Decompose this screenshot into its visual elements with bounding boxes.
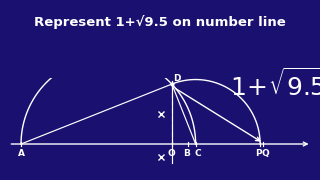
Text: A: A bbox=[18, 149, 25, 158]
Text: Represent 1+√9.5 on number line: Represent 1+√9.5 on number line bbox=[34, 15, 286, 29]
Text: D: D bbox=[173, 74, 180, 83]
Text: C: C bbox=[195, 149, 202, 158]
Text: O: O bbox=[168, 149, 176, 158]
Text: B: B bbox=[183, 149, 190, 158]
Text: P: P bbox=[255, 149, 262, 158]
Text: $1\!+\!\sqrt{9.5}$: $1\!+\!\sqrt{9.5}$ bbox=[230, 68, 320, 101]
Text: Q: Q bbox=[261, 149, 269, 158]
